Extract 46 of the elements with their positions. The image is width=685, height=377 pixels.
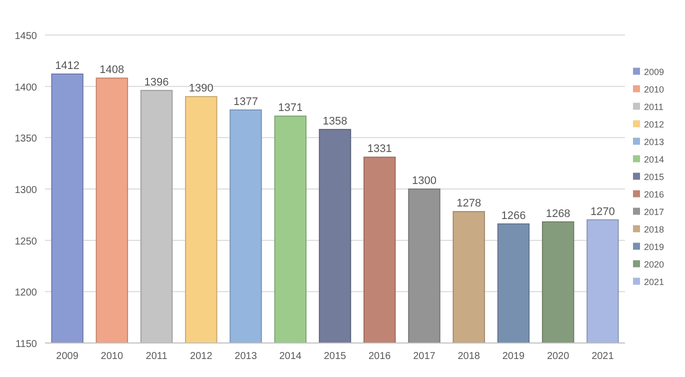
x-tick-label: 2010 [100, 351, 124, 362]
data-label: 1358 [322, 115, 348, 128]
x-tick-label: 2011 [146, 351, 168, 362]
x-tick-label: 2009 [56, 351, 79, 362]
legend-label: 2010 [644, 84, 664, 94]
legend-label: 2015 [644, 172, 664, 182]
data-label: 1396 [144, 76, 169, 88]
y-tick-label: 1250 [14, 236, 38, 248]
data-label: 1371 [278, 102, 303, 114]
legend-label: 2012 [644, 119, 664, 130]
x-tick-label: 2016 [368, 351, 392, 362]
x-tick-label: 2020 [546, 351, 570, 362]
legend-label: 2014 [644, 154, 664, 164]
y-tick-label: 1450 [14, 31, 38, 42]
legend-label: 2016 [644, 189, 664, 200]
data-label: 1268 [546, 208, 570, 220]
data-label: 1331 [367, 143, 392, 156]
legend-label: 2019 [644, 242, 664, 252]
legend-label: 2011 [644, 102, 664, 112]
x-tick-label: 2013 [234, 351, 258, 362]
legend-label: 2020 [644, 259, 664, 270]
y-tick-label: 1350 [14, 134, 38, 145]
data-label: 1278 [456, 198, 482, 210]
x-tick-label: 2019 [502, 351, 526, 362]
data-label: 1412 [55, 60, 80, 72]
legend-label: 2013 [644, 136, 664, 147]
x-tick-label: 2014 [279, 351, 302, 362]
x-tick-label: 2017 [413, 351, 436, 362]
data-label: 1266 [501, 210, 526, 222]
data-label: 1390 [188, 82, 214, 95]
x-tick-label: 2015 [324, 351, 347, 362]
legend-label: 2009 [644, 66, 664, 77]
x-tick-label: 2021 [592, 351, 614, 362]
legend-label: 2018 [644, 224, 664, 234]
legend-label: 2021 [644, 276, 664, 287]
data-label: 1377 [234, 96, 258, 108]
data-label: 1408 [100, 64, 124, 76]
legend-label: 2017 [644, 206, 664, 217]
y-tick-label: 1300 [14, 185, 38, 196]
x-tick-label: 2012 [190, 351, 213, 362]
data-label: 1270 [590, 206, 615, 218]
data-label: 1300 [412, 175, 436, 187]
y-tick-label: 1400 [14, 82, 38, 94]
y-tick-label: 1150 [15, 339, 38, 350]
x-tick-label: 2018 [458, 351, 480, 362]
y-tick-label: 1200 [14, 288, 38, 299]
